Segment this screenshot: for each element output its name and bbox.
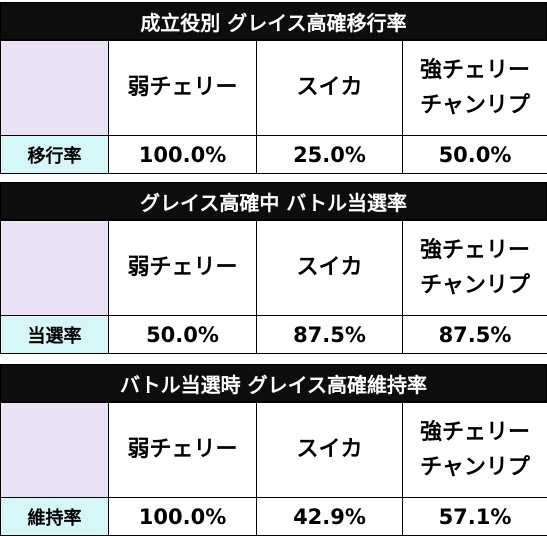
table-title: グレイス高確中 バトル当選率 [0,182,547,220]
header-watermelon: スイカ [257,221,403,316]
corner-cell [1,221,109,316]
value-weak-cherry: 100.0% [109,136,257,174]
table-keep-rate: バトル当選時 グレイス高確維持率 弱チェリー スイカ 強チェリー チャンリプ 維… [0,364,547,536]
header-strong-cherry-chance-replay: 強チェリー チャンリプ [403,221,547,316]
value-weak-cherry: 100.0% [109,498,257,536]
header-watermelon: スイカ [257,403,403,498]
header-line: 強チェリー チャンリプ [419,57,530,118]
row-label: 当選率 [1,316,109,354]
value-strong-cherry: 87.5% [403,316,547,354]
table-battle-win-rate: グレイス高確中 バトル当選率 弱チェリー スイカ 強チェリー チャンリプ 当選率… [0,182,547,354]
value-strong-cherry: 50.0% [403,136,547,174]
table-grid: 弱チェリー スイカ 強チェリー チャンリプ 維持率 100.0% 42.9% 5… [0,402,547,536]
header-line: 強チェリー チャンリプ [419,237,530,298]
table-grid: 弱チェリー スイカ 強チェリー チャンリプ 当選率 50.0% 87.5% 87… [0,220,547,354]
header-strong-cherry-chance-replay: 強チェリー チャンリプ [403,403,547,498]
table-title: 成立役別 グレイス高確移行率 [0,2,547,40]
corner-cell [1,403,109,498]
row-label: 維持率 [1,498,109,536]
table-title: バトル当選時 グレイス高確維持率 [0,364,547,402]
header-weak-cherry: 弱チェリー [109,41,257,136]
table-grid: 弱チェリー スイカ 強チェリー チャンリプ 移行率 100.0% 25.0% 5… [0,40,547,174]
value-strong-cherry: 57.1% [403,498,547,536]
header-weak-cherry: 弱チェリー [109,221,257,316]
header-watermelon: スイカ [257,41,403,136]
corner-cell [1,41,109,136]
header-strong-cherry-chance-replay: 強チェリー チャンリプ [403,41,547,136]
table-transition-rate: 成立役別 グレイス高確移行率 弱チェリー スイカ 強チェリー チャンリプ 移行率… [0,2,547,174]
row-label: 移行率 [1,136,109,174]
value-watermelon: 42.9% [257,498,403,536]
header-line: 強チェリー チャンリプ [419,419,530,480]
value-weak-cherry: 50.0% [109,316,257,354]
value-watermelon: 25.0% [257,136,403,174]
value-watermelon: 87.5% [257,316,403,354]
header-weak-cherry: 弱チェリー [109,403,257,498]
